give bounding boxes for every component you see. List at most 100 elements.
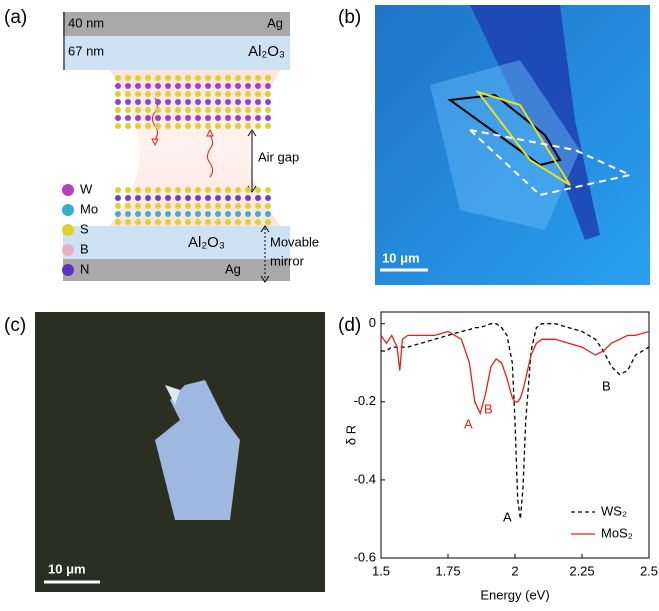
legend-marker [62, 244, 74, 256]
atom [125, 99, 131, 105]
atom [115, 107, 121, 113]
atom [165, 187, 171, 193]
atom [125, 115, 131, 121]
atom [115, 91, 121, 97]
mirror-label: mirror [270, 253, 305, 268]
legend-label: W [80, 181, 93, 196]
atom [125, 107, 131, 113]
atom [215, 107, 221, 113]
material: Al₂O₃ [188, 234, 225, 251]
atom [145, 115, 151, 121]
atom [115, 211, 121, 217]
atom [205, 187, 211, 193]
material: Ag [267, 15, 283, 30]
atom [235, 91, 241, 97]
legend-label: WS₂ [601, 503, 627, 518]
atom [165, 75, 171, 81]
atom [145, 99, 151, 105]
atom [115, 83, 121, 89]
atom [145, 83, 151, 89]
atom [245, 187, 251, 193]
series-line [380, 330, 650, 416]
atom [115, 203, 121, 209]
x-tick-label: 2.5 [640, 563, 658, 578]
atom [235, 195, 241, 201]
atom [165, 211, 171, 217]
atom [135, 107, 141, 113]
atom [225, 187, 231, 193]
atom [185, 211, 191, 217]
atom [155, 75, 161, 81]
atom [195, 75, 201, 81]
atom [255, 107, 261, 113]
atom [175, 115, 181, 121]
atom [135, 115, 141, 121]
atom [255, 187, 261, 193]
atom [115, 115, 121, 121]
al2o3-layer [63, 226, 290, 259]
series-line [381, 323, 650, 520]
atom [125, 211, 131, 217]
x-axis-label: Energy (eV) [480, 587, 549, 602]
atom [195, 107, 201, 113]
atom [205, 203, 211, 209]
atom [215, 195, 221, 201]
atom [195, 187, 201, 193]
annotation: B [484, 401, 493, 416]
atom [265, 115, 271, 121]
atom [205, 115, 211, 121]
atom [165, 91, 171, 97]
atom [205, 211, 211, 217]
atom [245, 107, 251, 113]
atom [185, 203, 191, 209]
atom [205, 99, 211, 105]
atom [245, 91, 251, 97]
atom [245, 83, 251, 89]
panel-label: (b) [338, 7, 361, 28]
atom [235, 107, 241, 113]
atom [245, 99, 251, 105]
atom [255, 123, 261, 129]
legend-label: B [80, 241, 89, 256]
atom [145, 211, 151, 217]
outline [466, 128, 634, 197]
atom [195, 91, 201, 97]
atom [125, 195, 131, 201]
panel-label: (a) [4, 7, 27, 28]
legend-label: S [80, 221, 89, 236]
atom [225, 203, 231, 209]
annotation: B [602, 378, 611, 393]
atom [195, 123, 201, 129]
atom [245, 115, 251, 121]
atom [205, 107, 211, 113]
atom [115, 99, 121, 105]
flake [155, 380, 240, 520]
atom [195, 219, 201, 225]
atom [215, 115, 221, 121]
atom [185, 75, 191, 81]
atom [195, 115, 201, 121]
atom [155, 83, 161, 89]
atom [175, 91, 181, 97]
atom [115, 195, 121, 201]
atom [225, 99, 231, 105]
atom [135, 99, 141, 105]
al2o3-layer [63, 36, 290, 70]
atom [155, 219, 161, 225]
annotation: A [464, 416, 473, 431]
atom [265, 203, 271, 209]
atom [155, 99, 161, 105]
atom [245, 75, 251, 81]
air-gap-label: Air gap [258, 149, 299, 164]
legend-label: MoS₂ [601, 525, 633, 540]
y-tick-label: -0.6 [354, 549, 376, 564]
atom [205, 195, 211, 201]
legend-marker [62, 264, 74, 276]
legend-marker [62, 224, 74, 236]
atom [195, 195, 201, 201]
atom [175, 187, 181, 193]
wave [206, 128, 214, 178]
atom [115, 219, 121, 225]
atom [155, 107, 161, 113]
